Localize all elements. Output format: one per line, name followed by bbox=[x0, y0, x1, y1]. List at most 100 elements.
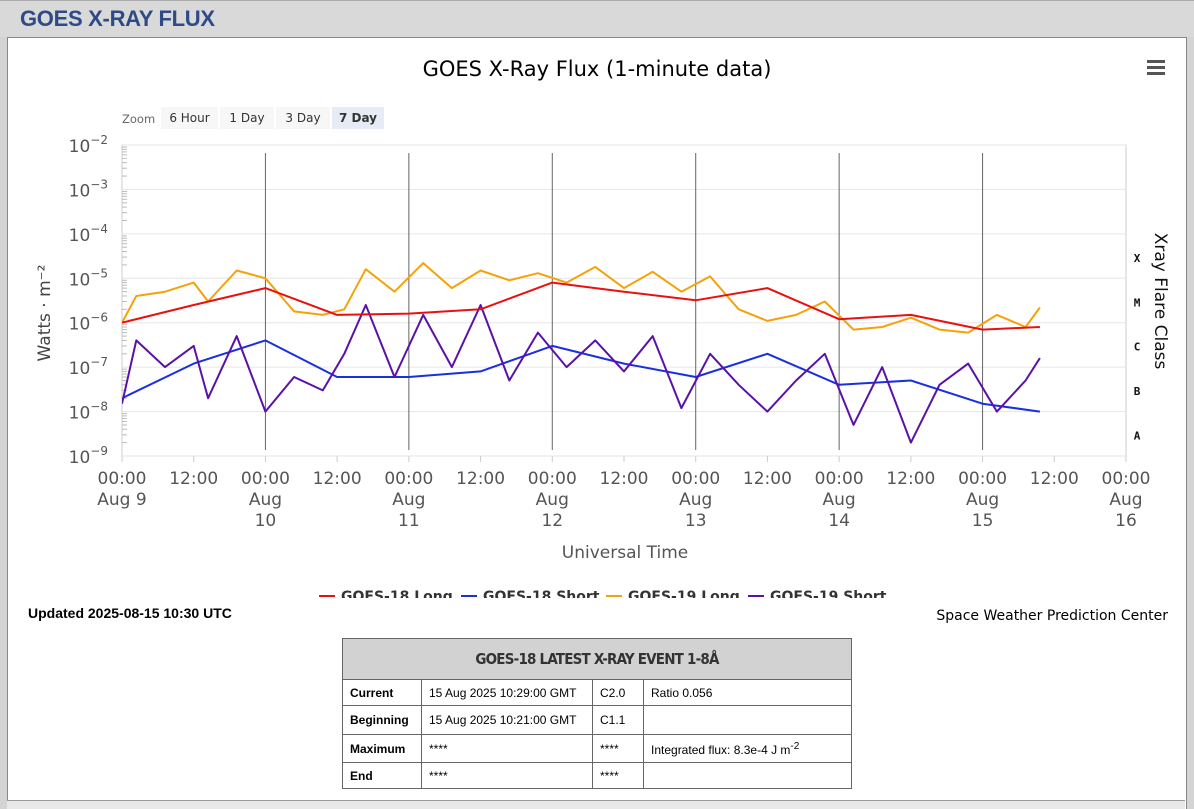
y-tick-exponent: −7 bbox=[90, 355, 108, 369]
chart-panel: GOES X-Ray Flux (1-minute data) Zoom 6 H… bbox=[7, 37, 1187, 809]
table-row: Maximum **** **** Integrated flux: 8.3e-… bbox=[342, 734, 852, 763]
legend-item[interactable]: GOES-19 Short bbox=[748, 589, 887, 598]
row-time: 15 Aug 2025 10:21:00 GMT bbox=[421, 705, 593, 735]
x-tick-label: 14 bbox=[828, 511, 850, 531]
table-title: GOES-18 LATEST X-RAY EVENT 1-8Å bbox=[342, 638, 852, 680]
row-time: 15 Aug 2025 10:29:00 GMT bbox=[421, 679, 593, 706]
row-extra: Ratio 0.056 bbox=[643, 679, 852, 706]
x-axis-title: Universal Time bbox=[562, 543, 688, 563]
updated-timestamp: Updated 2025-08-15 10:30 UTC bbox=[28, 605, 232, 621]
legend-label: GOES-19 Short bbox=[770, 589, 887, 598]
legend-label: GOES-18 Long bbox=[341, 589, 453, 598]
x-tick-label: 00:00 bbox=[241, 469, 290, 489]
zoom-6-hour-button[interactable]: 6 Hour bbox=[161, 107, 218, 129]
x-tick-label: Aug bbox=[679, 490, 712, 510]
bottom-bar bbox=[7, 800, 1185, 809]
x-tick-label: 12:00 bbox=[456, 469, 505, 489]
row-extra: Integrated flux: 8.3e-4 J m-2 bbox=[643, 734, 852, 763]
series-line-goes-19-short bbox=[122, 304, 1041, 444]
legend-label: GOES-18 Short bbox=[483, 589, 600, 598]
chart-title: GOES X-Ray Flux (1-minute data) bbox=[423, 57, 772, 81]
page-header: GOES X-RAY FLUX bbox=[0, 0, 1194, 37]
x-tick-label: Aug 9 bbox=[97, 490, 146, 510]
zoom-selector: Zoom 6 Hour 1 Day 3 Day 7 Day bbox=[122, 107, 384, 129]
zoom-button-label: 1 Day bbox=[229, 111, 264, 125]
x-tick-label: 12:00 bbox=[1030, 469, 1079, 489]
x-tick-label: Aug bbox=[536, 490, 569, 510]
flare-class-label: A bbox=[1134, 430, 1141, 443]
x-tick-label: 13 bbox=[685, 511, 707, 531]
zoom-label: Zoom bbox=[122, 112, 155, 126]
row-time: **** bbox=[421, 734, 593, 763]
row-class: C1.1 bbox=[592, 705, 644, 735]
x-tick-label: Aug bbox=[823, 490, 856, 510]
y-tick-label: 10−4 bbox=[69, 222, 108, 246]
zoom-1-day-button[interactable]: 1 Day bbox=[220, 107, 274, 129]
x-tick-label: 00:00 bbox=[384, 469, 433, 489]
y-tick-label: 10−8 bbox=[69, 400, 108, 424]
x-tick-label: Aug bbox=[1109, 490, 1142, 510]
zoom-3-day-button[interactable]: 3 Day bbox=[276, 107, 330, 129]
x-tick-label: 00:00 bbox=[958, 469, 1007, 489]
row-label: Beginning bbox=[342, 705, 422, 735]
legend-item[interactable]: GOES-18 Short bbox=[461, 589, 600, 598]
x-tick-label: Aug bbox=[392, 490, 425, 510]
zoom-button-label: 3 Day bbox=[285, 111, 320, 125]
x-tick-label: 12 bbox=[541, 511, 563, 531]
chart-menu-button[interactable] bbox=[1145, 58, 1167, 80]
x-tick-label: 00:00 bbox=[815, 469, 864, 489]
y-tick-exponent: −8 bbox=[90, 400, 108, 414]
x-tick-label: 15 bbox=[972, 511, 994, 531]
table-row: Current 15 Aug 2025 10:29:00 GMT C2.0 Ra… bbox=[342, 679, 852, 706]
legend-label: GOES-19 Long bbox=[628, 589, 740, 598]
secondary-y-axis-title: Xray Flare Class bbox=[1150, 233, 1170, 370]
y-tick-exponent: −6 bbox=[90, 311, 108, 325]
y-tick-base: 10 bbox=[69, 181, 91, 201]
row-extra bbox=[643, 762, 852, 789]
integrated-flux-exponent: -2 bbox=[790, 740, 800, 752]
zoom-7-day-button[interactable]: 7 Day bbox=[332, 107, 384, 129]
series-line-goes-18-long bbox=[122, 281, 1040, 331]
row-label: End bbox=[342, 762, 422, 789]
zoom-button-label: 7 Day bbox=[339, 111, 377, 125]
y-tick-base: 10 bbox=[69, 315, 91, 335]
y-tick-exponent: −3 bbox=[90, 177, 108, 191]
latest-xray-event-table: GOES-18 LATEST X-RAY EVENT 1-8Å Current … bbox=[342, 638, 852, 789]
x-tick-label: 12:00 bbox=[169, 469, 218, 489]
y-tick-base: 10 bbox=[69, 359, 91, 379]
flare-class-label: B bbox=[1134, 385, 1141, 398]
menu-line bbox=[1147, 72, 1165, 75]
row-class: C2.0 bbox=[592, 679, 644, 706]
row-extra bbox=[643, 705, 852, 735]
credit-text: Space Weather Prediction Center bbox=[936, 608, 1168, 624]
zoom-button-bg bbox=[161, 107, 218, 129]
y-tick-label: 10−7 bbox=[69, 355, 108, 379]
integrated-flux-text: Integrated flux: 8.3e-4 J m bbox=[651, 742, 791, 757]
xray-flux-chart: GOES X-Ray Flux (1-minute data) Zoom 6 H… bbox=[35, 57, 1170, 598]
flare-class-label: C bbox=[1134, 341, 1141, 354]
y-tick-label: 10−3 bbox=[69, 177, 108, 201]
y-tick-exponent: −5 bbox=[90, 266, 108, 280]
x-tick-label: 12:00 bbox=[743, 469, 792, 489]
row-class: **** bbox=[592, 734, 644, 763]
row-label: Maximum bbox=[342, 734, 422, 763]
y-tick-label: 10−2 bbox=[69, 133, 108, 157]
y-tick-exponent: −4 bbox=[90, 222, 108, 236]
legend-item[interactable]: GOES-18 Long bbox=[319, 589, 453, 598]
legend-item[interactable]: GOES-19 Long bbox=[606, 589, 740, 598]
y-tick-base: 10 bbox=[69, 137, 91, 157]
flare-class-label: X bbox=[1134, 252, 1141, 265]
zoom-button-bg bbox=[332, 107, 384, 129]
x-tick-label: 00:00 bbox=[98, 469, 147, 489]
row-class: **** bbox=[592, 762, 644, 789]
y-tick-label: 10−5 bbox=[69, 266, 108, 290]
page-heading: GOES X-RAY FLUX bbox=[20, 6, 215, 31]
y-tick-exponent: −2 bbox=[90, 133, 108, 147]
x-tick-label: 00:00 bbox=[1102, 469, 1151, 489]
flare-class-label: M bbox=[1134, 296, 1141, 309]
zoom-button-bg bbox=[276, 107, 330, 129]
series-line-goes-18-short bbox=[122, 339, 1041, 413]
x-tick-label: 11 bbox=[398, 511, 420, 531]
table-row: Beginning 15 Aug 2025 10:21:00 GMT C1.1 bbox=[342, 705, 852, 735]
table-header-row: GOES-18 LATEST X-RAY EVENT 1-8Å bbox=[342, 638, 852, 680]
